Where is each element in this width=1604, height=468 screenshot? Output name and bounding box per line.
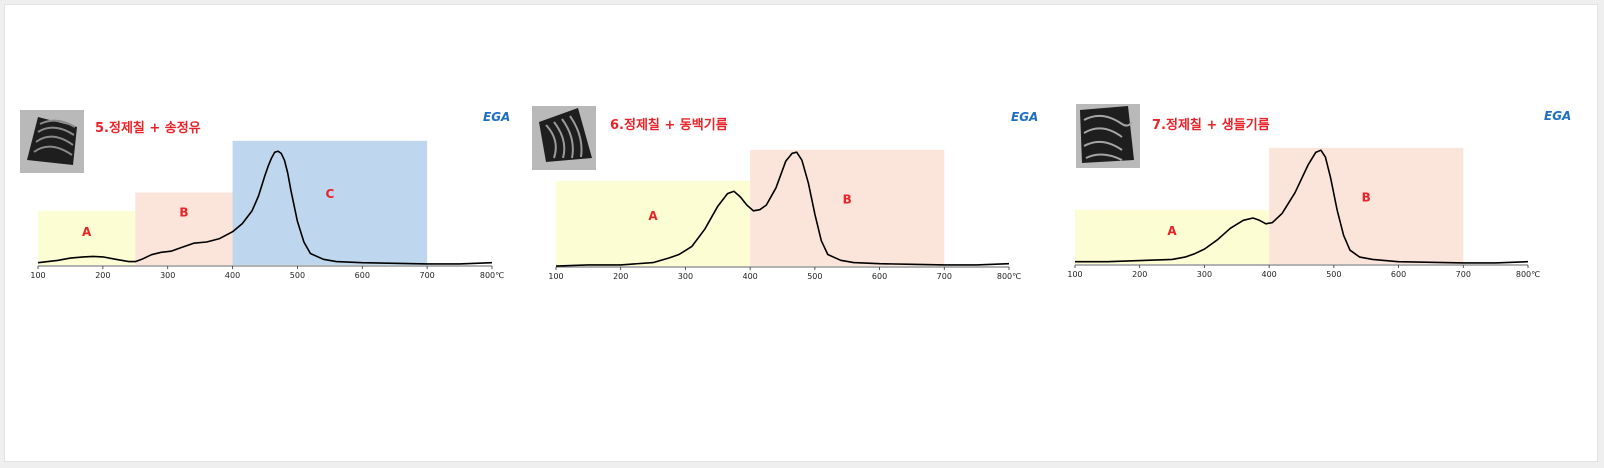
chart-title: 6.정제칠 + 동백기름 bbox=[610, 117, 728, 133]
region-a-label: A bbox=[82, 225, 92, 239]
x-tick-label: 300 bbox=[678, 272, 693, 281]
region-b-band bbox=[135, 192, 233, 265]
region-c-band bbox=[232, 140, 428, 265]
region-a-label: A bbox=[648, 209, 658, 223]
sample-thumbnail bbox=[532, 106, 596, 170]
ega-curve bbox=[37, 150, 493, 265]
region-a-label: A bbox=[1167, 224, 1177, 238]
x-tick-label: 300 bbox=[1197, 270, 1212, 279]
region-b-label: B bbox=[1362, 190, 1371, 204]
x-tick-label: 700 bbox=[420, 271, 435, 280]
x-tick-label: 100 bbox=[1067, 270, 1082, 279]
sample-thumbnail bbox=[20, 110, 84, 173]
x-tick-label: 800℃ bbox=[997, 272, 1021, 281]
x-tick-label: 400 bbox=[1262, 270, 1277, 279]
x-tick-label: 200 bbox=[95, 271, 110, 280]
chart-title: 5.정제칠 + 송정유 bbox=[95, 120, 201, 136]
region-b-band bbox=[750, 149, 945, 266]
x-tick-label: 200 bbox=[1132, 270, 1147, 279]
x-tick-label: 400 bbox=[225, 271, 240, 280]
ega-curve bbox=[555, 151, 1010, 267]
temperature-regions bbox=[1075, 147, 1464, 264]
ega-label: EGA bbox=[483, 110, 510, 124]
x-tick-label: 200 bbox=[613, 272, 628, 281]
region-a-band bbox=[556, 180, 751, 266]
temperature-regions bbox=[556, 149, 945, 266]
ega-panel-3: 7.정제칠 + 생들기름 EGA A B 100 200 300 400 500 600 700… bbox=[1067, 104, 1571, 279]
x-tick-label: 100 bbox=[30, 271, 45, 280]
region-b-band bbox=[1269, 147, 1464, 264]
x-tick-label: 500 bbox=[290, 271, 305, 280]
ega-label: EGA bbox=[1011, 110, 1038, 124]
ega-curve bbox=[1075, 149, 1529, 264]
ega-panel-1: 5.정제칠 + 송정유 EGA A B C 100 200 300 400 500 600 700… bbox=[20, 110, 510, 280]
x-tick-label: 100 bbox=[548, 272, 563, 281]
chart-title: 7.정제칠 + 생들기름 bbox=[1152, 117, 1270, 133]
region-a-band bbox=[1075, 209, 1270, 264]
region-b-label: B bbox=[179, 206, 188, 220]
x-tick-label: 700 bbox=[937, 272, 952, 281]
x-tick-label: 600 bbox=[1391, 270, 1406, 279]
x-tick-label: 400 bbox=[743, 272, 758, 281]
x-tick-label: 500 bbox=[807, 272, 822, 281]
x-tick-label: 500 bbox=[1326, 270, 1341, 279]
temperature-regions bbox=[38, 140, 428, 265]
x-tick-label: 300 bbox=[160, 271, 175, 280]
x-tick-label: 800℃ bbox=[1516, 270, 1540, 279]
region-c-label: C bbox=[325, 187, 334, 201]
ega-label: EGA bbox=[1544, 109, 1571, 123]
x-tick-label: 700 bbox=[1456, 270, 1471, 279]
sample-thumbnail bbox=[1076, 104, 1140, 168]
ega-panel-2: 6.정제칠 + 동백기름 EGA A B 100 200 300 400 500 600 700… bbox=[532, 106, 1038, 281]
x-tick-label: 600 bbox=[355, 271, 370, 280]
x-tick-label: 800℃ bbox=[480, 271, 504, 280]
x-tick-label: 600 bbox=[872, 272, 887, 281]
region-b-label: B bbox=[843, 192, 852, 206]
